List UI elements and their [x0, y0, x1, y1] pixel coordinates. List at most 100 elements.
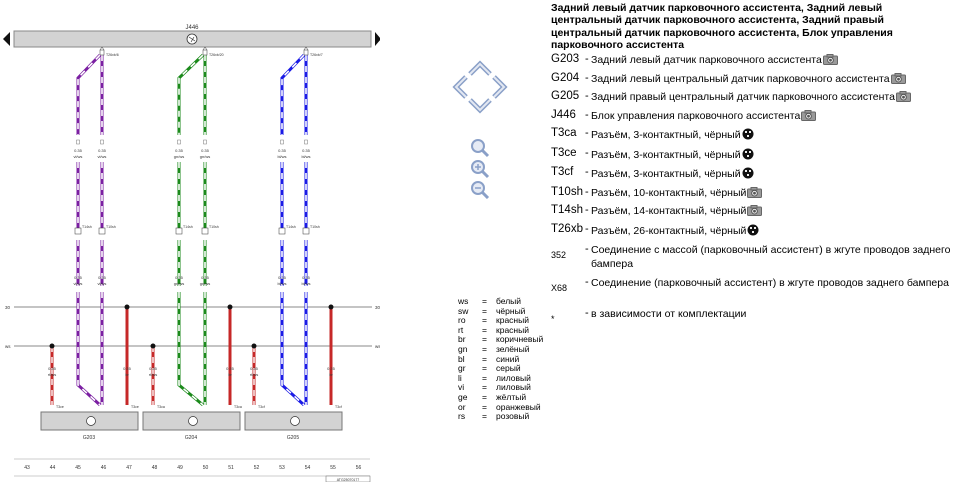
legend-code: ws	[458, 296, 469, 306]
legend-row: ws = белый	[458, 296, 543, 307]
legend-eq: =	[482, 305, 487, 316]
camera-icon[interactable]	[747, 205, 763, 221]
splice-dot	[124, 304, 130, 310]
legend-row: ro = красный	[458, 316, 543, 326]
component-code[interactable]: G205	[551, 90, 580, 103]
doc-code-box	[325, 475, 371, 482]
connector-label: T3cf	[258, 405, 265, 409]
dash: -	[585, 108, 589, 121]
column-number: 51	[228, 465, 234, 471]
bus-label: ws	[5, 344, 11, 349]
wire-color-label: bl/ws	[301, 154, 310, 159]
dash: -	[585, 90, 589, 103]
legend-row: rs = розовый	[458, 412, 543, 422]
component-code[interactable]: G203	[551, 53, 580, 66]
wire-color-label: vi/ws	[98, 154, 107, 159]
camera-icon[interactable]	[822, 54, 838, 70]
connector-label: T10sh	[106, 225, 116, 229]
camera-icon[interactable]	[801, 109, 817, 126]
legend-code: rt	[458, 324, 464, 335]
component-row: T26xb - Разъём, 26-контактный, чёрный	[551, 222, 956, 241]
sensor-symbol	[188, 416, 198, 426]
wire-segment	[280, 292, 306, 407]
component-desc: Задний правый центральный датчик парково…	[591, 91, 956, 107]
wire-color-label: gn/ws	[174, 281, 184, 286]
wire-size-label: 0.35	[74, 148, 83, 153]
arrow-left-icon[interactable]	[452, 75, 468, 99]
arrow-down-icon[interactable]	[468, 98, 492, 114]
component-code[interactable]: T3cf	[551, 166, 574, 179]
wire-color-label: rt/ws	[149, 372, 157, 377]
sensor-symbol	[290, 416, 300, 426]
zoom-reset-icon[interactable]	[471, 160, 490, 179]
legend-name: красный	[496, 324, 529, 335]
wire-color-label: rt/ws	[250, 372, 258, 377]
control-unit-symbol	[188, 36, 196, 43]
camera-icon[interactable]	[895, 91, 911, 107]
scroll-right-icon[interactable]	[375, 32, 380, 46]
wire-size-label: 0.35	[175, 275, 184, 280]
connector-pin	[303, 49, 309, 56]
arrow-right-icon[interactable]	[492, 75, 508, 99]
legend-code: rs	[458, 411, 466, 422]
legend-code: gr	[458, 363, 466, 374]
legend-row: or = оранжевый	[458, 402, 543, 413]
component-code[interactable]: T3ca	[551, 127, 577, 140]
zoom-in-icon[interactable]	[471, 139, 490, 158]
component-panel: Задний левый датчик парковочного ассисте…	[551, 2, 956, 327]
legend-name: лиловый	[496, 372, 531, 383]
connector-icon[interactable]	[747, 224, 759, 241]
page-title: Задний левый датчик парковочного ассисте…	[551, 2, 893, 51]
column-number: 52	[254, 465, 260, 471]
dash: -	[585, 53, 589, 66]
component-code[interactable]: *	[551, 314, 555, 325]
component-desc: Соединение с массой (парковочный ассисте…	[591, 244, 951, 270]
component-code[interactable]: 352	[551, 250, 567, 261]
dash: -	[585, 243, 589, 256]
wire-mark	[280, 139, 284, 145]
component-code[interactable]: G204	[551, 71, 580, 84]
connector-icon[interactable]	[742, 167, 754, 184]
component-code[interactable]: J446	[551, 108, 576, 121]
legend-name: синий	[496, 353, 520, 364]
component-code[interactable]: T3ce	[551, 146, 577, 159]
camera-icon[interactable]	[890, 72, 906, 89]
connector-pin	[99, 49, 105, 56]
legend-row: gr = серый	[458, 364, 543, 374]
component-desc: Разъём, 10-контактный, чёрный	[591, 186, 956, 203]
connector-label: T3ce	[56, 405, 64, 409]
component-desc: Соединение (парковочный ассистент) в жгу…	[591, 277, 949, 290]
scroll-left-icon[interactable]	[3, 32, 10, 46]
legend-eq: =	[482, 411, 487, 422]
component-row: T3ca - Разъём, 3-контактный, чёрный	[551, 126, 956, 145]
component-code[interactable]: T14sh	[551, 204, 583, 217]
legend-name: зелёный	[496, 343, 530, 354]
legend-eq: =	[482, 382, 487, 393]
component-code[interactable]: T26xb	[551, 222, 583, 235]
legend-row: ge = жёлтый	[458, 392, 543, 403]
component-row: T14sh - Разъём, 14-контактный, чёрный	[551, 203, 956, 221]
legend-name: белый	[496, 296, 522, 306]
wire-color-label: gn/ws	[200, 281, 210, 286]
wire-mark	[100, 139, 104, 145]
wire-color-label: br	[125, 372, 129, 377]
legend-name: красный	[496, 315, 529, 326]
connector-pin	[175, 227, 183, 235]
component-code[interactable]: T10sh	[551, 185, 583, 198]
component-desc: Разъём, 3-контактный, чёрный	[591, 128, 956, 145]
column-number: 56	[356, 465, 362, 471]
component-code[interactable]: X68	[551, 283, 568, 294]
bus-label: 30	[5, 305, 11, 310]
camera-icon[interactable]	[747, 186, 763, 203]
legend-name: чёрный	[496, 305, 526, 316]
connector-icon[interactable]	[742, 148, 754, 165]
zoom-out-icon[interactable]	[471, 181, 490, 199]
connector-icon[interactable]	[742, 128, 754, 145]
component-row: J446- Блок управления парковочного ассист…	[551, 108, 956, 126]
dash: -	[585, 127, 589, 140]
wire-segment-stripe	[281, 54, 305, 135]
splice-dot	[227, 304, 233, 310]
arrow-up-icon[interactable]	[468, 60, 492, 76]
legend-name: серый	[496, 363, 521, 374]
wire-color-label: vi/ws	[98, 281, 107, 286]
